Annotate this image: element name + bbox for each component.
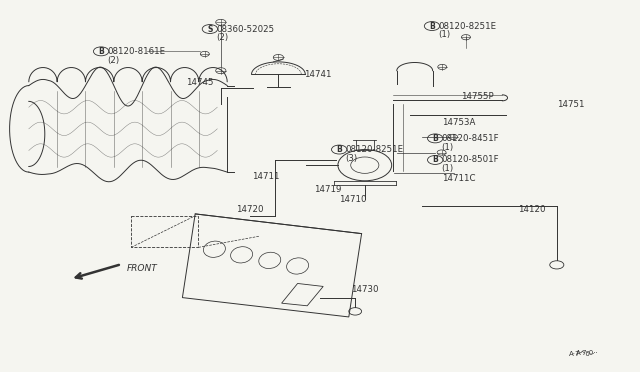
Text: (2): (2): [216, 33, 228, 42]
Text: B: B: [433, 155, 438, 164]
Text: 14711: 14711: [252, 172, 279, 181]
Text: (1): (1): [438, 31, 451, 39]
Text: (2): (2): [108, 56, 120, 65]
Text: B: B: [433, 134, 438, 143]
Text: 14745: 14745: [186, 78, 213, 87]
Text: 08120-8501F: 08120-8501F: [442, 155, 499, 164]
Text: 14751: 14751: [557, 100, 584, 109]
Text: 08120-8251E: 08120-8251E: [346, 145, 404, 154]
Text: 14741: 14741: [304, 70, 332, 79]
Text: 08360-52025: 08360-52025: [216, 25, 275, 33]
Text: A·7·0··: A·7·0··: [576, 350, 599, 356]
Text: (1): (1): [442, 143, 454, 152]
Text: 14120: 14120: [518, 205, 546, 214]
Text: 14755P: 14755P: [461, 92, 493, 101]
Text: 14720: 14720: [236, 205, 263, 214]
Text: 14753A: 14753A: [442, 118, 475, 127]
Text: B: B: [99, 47, 104, 56]
Text: (1): (1): [442, 164, 454, 173]
Text: 08120-8161E: 08120-8161E: [108, 47, 166, 56]
Text: 14730: 14730: [351, 285, 378, 294]
Text: 14711C: 14711C: [442, 174, 475, 183]
Text: FRONT: FRONT: [127, 264, 157, 273]
Text: 14710: 14710: [339, 195, 367, 204]
Text: (3): (3): [346, 154, 358, 163]
Text: 14719: 14719: [314, 185, 341, 194]
Text: S: S: [207, 25, 212, 33]
Text: A·7^0··: A·7^0··: [569, 351, 596, 357]
Text: 08120-8451F: 08120-8451F: [442, 134, 499, 143]
Text: B: B: [429, 22, 435, 31]
Text: 08120-8251E: 08120-8251E: [438, 22, 497, 31]
Text: B: B: [337, 145, 342, 154]
